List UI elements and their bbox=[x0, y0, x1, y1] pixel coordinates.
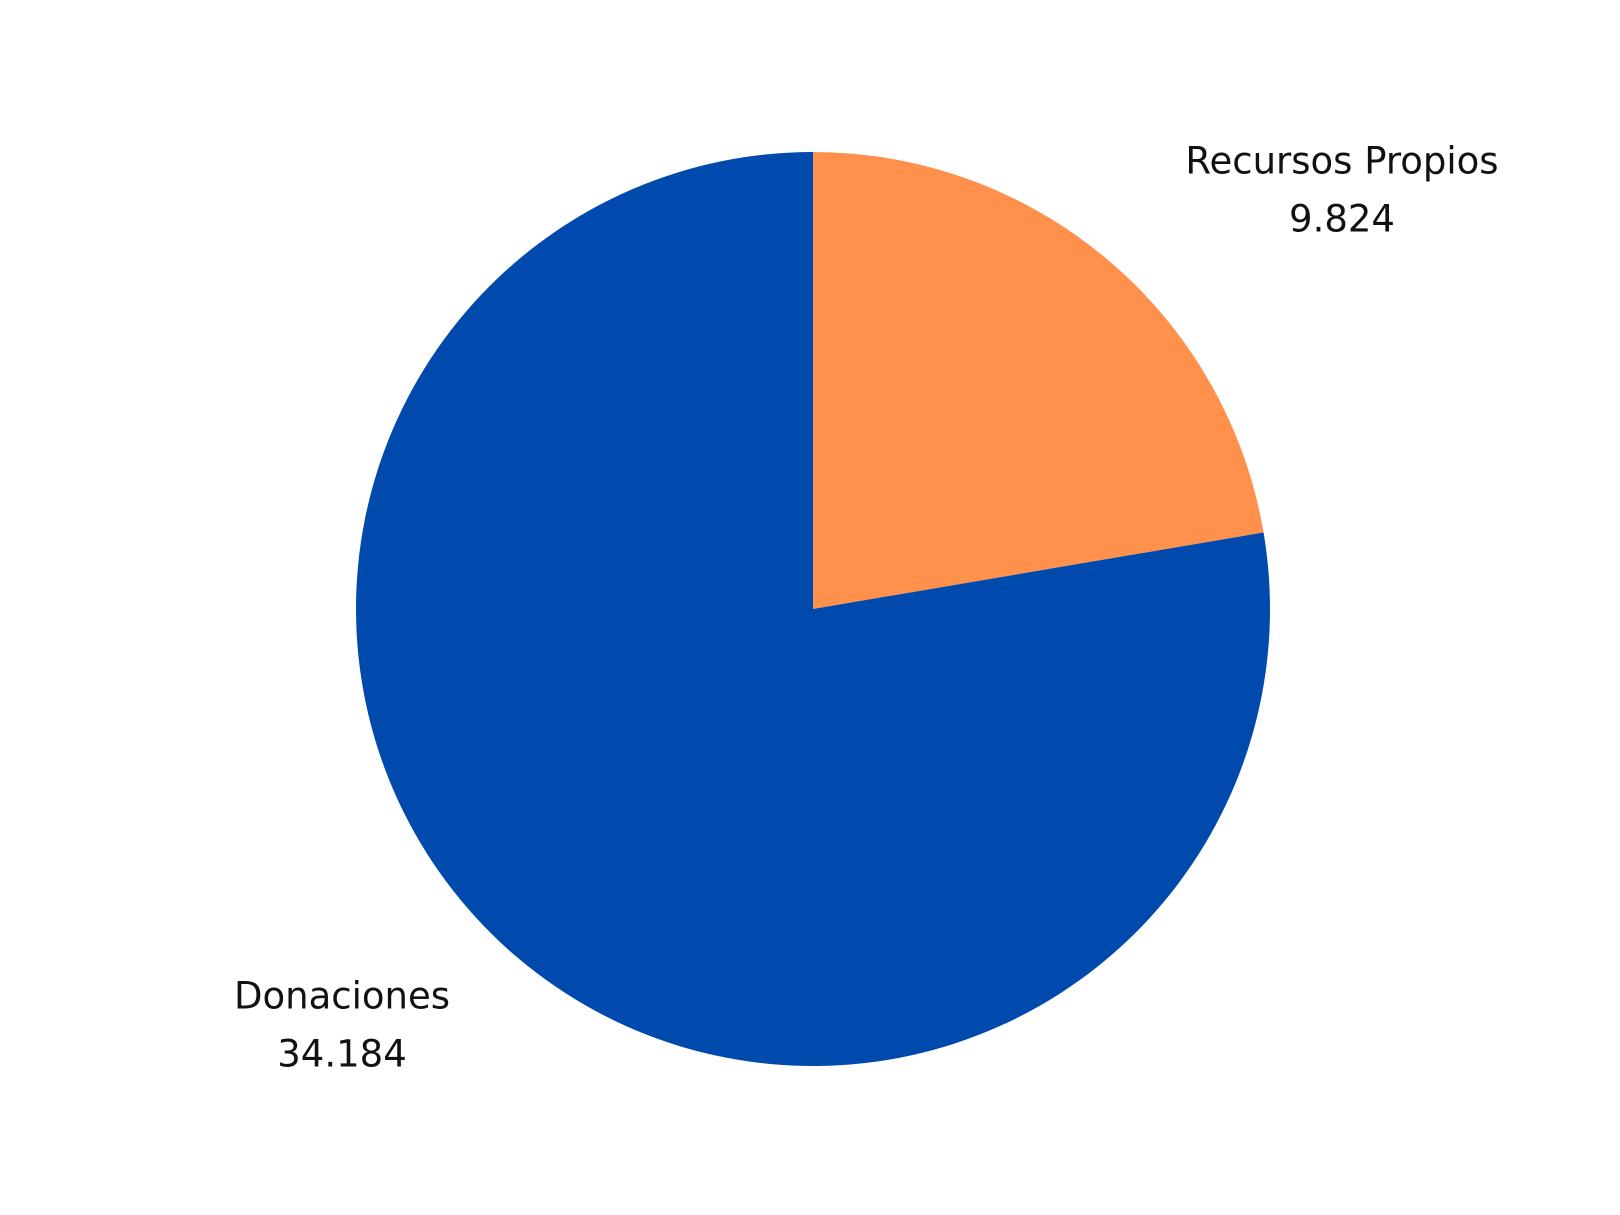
pie-slice bbox=[813, 152, 1264, 609]
pie-slice bbox=[355, 152, 1270, 1066]
slice-label: Donaciones bbox=[234, 975, 450, 1018]
slice-value: 9.824 bbox=[1289, 198, 1395, 241]
slice-value: 34.184 bbox=[277, 1033, 406, 1076]
slice-label: Recursos Propios bbox=[1185, 140, 1498, 183]
